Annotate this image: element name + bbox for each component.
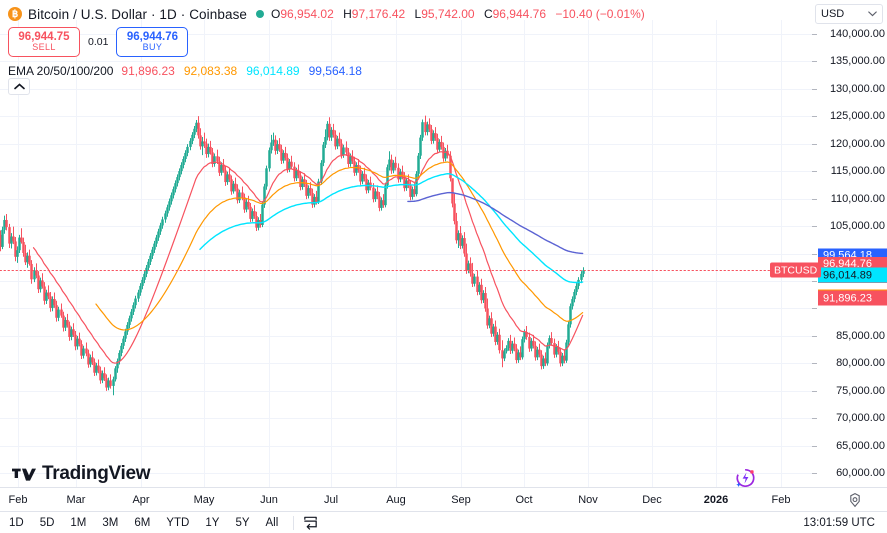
page-title[interactable]: Bitcoin / U.S. Dollar · 1D · Coinbase bbox=[28, 6, 248, 22]
time-tick: Aug bbox=[386, 494, 406, 506]
change-value: −10.40 (−0.01%) bbox=[555, 7, 645, 21]
order-quantity[interactable]: 0.01 bbox=[88, 36, 109, 48]
time-tick: Mar bbox=[66, 494, 86, 506]
ema-value-0: 91,896.23 bbox=[121, 64, 175, 78]
tag-price: 91,896.23 bbox=[823, 292, 872, 305]
range-button-3m[interactable]: 3M bbox=[102, 516, 119, 529]
time-tick: Jul bbox=[323, 494, 339, 506]
price-tick: 85,000.00 bbox=[836, 329, 885, 342]
close-value: 96,944.76 bbox=[492, 7, 546, 21]
collapse-legend-button[interactable] bbox=[8, 78, 30, 95]
ema20-tag: 91,896.23 bbox=[818, 290, 887, 306]
time-tick: Dec bbox=[642, 494, 662, 506]
bitcoin-icon: ฿ bbox=[8, 7, 22, 21]
high-value: 97,176.42 bbox=[351, 7, 406, 21]
price-tick: 120,000.00 bbox=[829, 137, 885, 150]
currency-select[interactable]: USD bbox=[815, 4, 883, 24]
range-button-1m[interactable]: 1M bbox=[70, 516, 87, 529]
session-clock: 13:01:59 UTC bbox=[803, 516, 875, 529]
price-tick: 110,000.00 bbox=[830, 192, 885, 205]
price-tick: 65,000.00 bbox=[836, 439, 885, 452]
time-axis-settings-icon[interactable] bbox=[847, 492, 863, 508]
price-tick: 80,000.00 bbox=[836, 357, 885, 370]
time-tick: Feb bbox=[771, 494, 791, 506]
price-tick: 125,000.00 bbox=[829, 110, 885, 123]
low-value: 95,742.00 bbox=[421, 7, 475, 21]
order-panel: 96,944.75 SELL 0.01 96,944.76 BUY bbox=[8, 27, 645, 57]
tag-price: 96,944.76 bbox=[823, 257, 872, 270]
range-button-5y[interactable]: 5Y bbox=[235, 516, 250, 529]
buy-button[interactable]: 96,944.76 BUY bbox=[116, 27, 189, 57]
chevron-down-icon bbox=[868, 11, 877, 17]
toolbar-divider bbox=[293, 515, 295, 530]
ai-sparkle-icon[interactable] bbox=[733, 466, 757, 490]
range-button-1d[interactable]: 1D bbox=[9, 516, 24, 529]
ohlc-values: O96,954.02 H97,176.42 L95,742.00 C96,944… bbox=[271, 7, 645, 21]
price-tick: 75,000.00 bbox=[836, 384, 885, 397]
price-tick: 60,000.00 bbox=[836, 467, 885, 480]
close-label: C bbox=[483, 7, 493, 21]
date-range-icon[interactable] bbox=[302, 514, 319, 531]
tradingview-logo-text: TradingView bbox=[42, 463, 151, 484]
time-tick: Nov bbox=[578, 494, 598, 506]
chevron-up-icon bbox=[13, 83, 25, 90]
indicator-title: EMA 20/50/100/200 bbox=[8, 64, 114, 78]
range-buttons: 1D 5D 1M 3M 6M YTD 1Y 5Y All bbox=[0, 515, 285, 531]
ema100-tag: 96,014.89 bbox=[818, 267, 887, 283]
market-open-dot bbox=[256, 10, 265, 18]
range-button-1y[interactable]: 1Y bbox=[205, 516, 220, 529]
time-axis[interactable]: Feb Mar Apr May Jun Jul Aug Sep Oct Nov Dec 2026 Feb bbox=[0, 487, 887, 511]
price-line-label: BTCUSD bbox=[770, 262, 822, 278]
range-button-5d[interactable]: 5D bbox=[39, 516, 55, 529]
buy-price: 96,944.76 bbox=[126, 31, 179, 44]
time-tick: 2026 bbox=[703, 494, 729, 506]
price-tick: 130,000.00 bbox=[829, 82, 885, 95]
range-button-ytd[interactable]: YTD bbox=[166, 516, 190, 529]
tradingview-logo-icon bbox=[12, 468, 36, 481]
high-label: H bbox=[343, 7, 352, 21]
chart-legend: ฿ Bitcoin / U.S. Dollar · 1D · Coinbase … bbox=[8, 4, 645, 79]
time-tick: Jun bbox=[260, 494, 278, 506]
sell-button[interactable]: 96,944.75 SELL bbox=[8, 27, 80, 57]
time-tick: Oct bbox=[515, 494, 533, 506]
ema-value-3: 99,564.18 bbox=[308, 64, 362, 78]
time-tick: Sep bbox=[451, 494, 471, 506]
ema-value-2: 96,014.89 bbox=[246, 64, 300, 78]
time-tick: May bbox=[193, 494, 215, 506]
ema-value-1: 92,083.38 bbox=[183, 64, 238, 78]
buy-label: BUY bbox=[142, 42, 163, 53]
open-value: 96,954.02 bbox=[280, 7, 334, 21]
tradingview-watermark: TradingView bbox=[12, 463, 151, 485]
open-label: O bbox=[271, 7, 281, 21]
price-tick: 105,000.00 bbox=[829, 220, 885, 233]
price-tick: 115,000.00 bbox=[830, 165, 885, 178]
price-tick: 70,000.00 bbox=[836, 412, 885, 425]
range-button-6m[interactable]: 6M bbox=[134, 516, 151, 529]
range-button-all[interactable]: All bbox=[265, 516, 279, 529]
tag-price: 96,014.89 bbox=[823, 269, 872, 282]
price-scale[interactable]: 140,000.00 135,000.00 130,000.00 125,000.00… bbox=[812, 0, 887, 487]
time-tick: Apr bbox=[132, 494, 150, 506]
legend-symbol-row: ฿ Bitcoin / U.S. Dollar · 1D · Coinbase … bbox=[8, 4, 645, 24]
indicator-legend-ema[interactable]: EMA 20/50/100/200 91,896.23 92,083.38 96,0… bbox=[8, 63, 645, 79]
price-tick: 135,000.00 bbox=[829, 55, 885, 68]
low-label: L bbox=[414, 7, 422, 21]
currency-value: USD bbox=[821, 8, 845, 20]
time-tick: Feb bbox=[8, 494, 28, 506]
bottom-toolbar: 1D 5D 1M 3M 6M YTD 1Y 5Y All 13:01:59 UTC bbox=[0, 511, 887, 533]
sell-price: 96,944.75 bbox=[18, 31, 70, 44]
price-tick: 140,000.00 bbox=[829, 27, 885, 40]
sell-label: SELL bbox=[32, 42, 56, 53]
